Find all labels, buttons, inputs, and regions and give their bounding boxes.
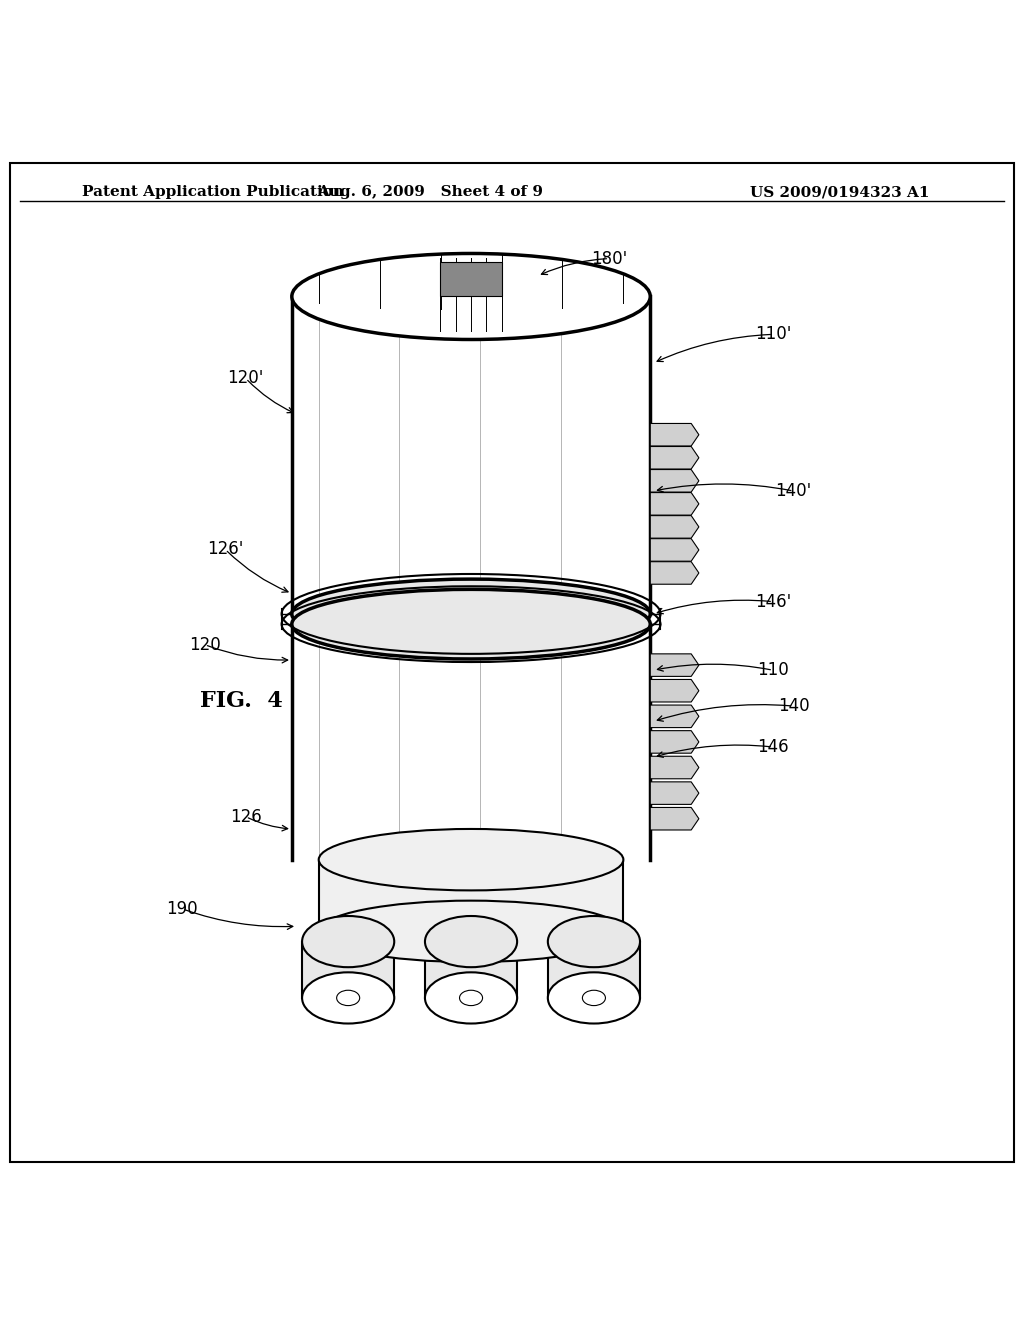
Text: 126': 126': [207, 540, 244, 558]
Ellipse shape: [292, 589, 650, 659]
Text: Patent Application Publication: Patent Application Publication: [82, 185, 344, 199]
Polygon shape: [650, 424, 698, 446]
Ellipse shape: [337, 990, 359, 1006]
Polygon shape: [650, 492, 698, 515]
Polygon shape: [650, 705, 698, 727]
Polygon shape: [650, 446, 698, 469]
Text: 140': 140': [775, 482, 812, 500]
Text: 180': 180': [591, 249, 628, 268]
Ellipse shape: [460, 990, 482, 1006]
Text: Aug. 6, 2009   Sheet 4 of 9: Aug. 6, 2009 Sheet 4 of 9: [317, 185, 543, 199]
Polygon shape: [425, 941, 517, 998]
Polygon shape: [650, 516, 698, 539]
Ellipse shape: [302, 916, 394, 968]
Ellipse shape: [425, 916, 517, 968]
Polygon shape: [650, 653, 698, 676]
Polygon shape: [292, 297, 650, 614]
Polygon shape: [440, 263, 502, 297]
Text: 140: 140: [778, 697, 809, 715]
Text: 146: 146: [758, 738, 788, 756]
Ellipse shape: [425, 973, 517, 1023]
Text: 120: 120: [188, 636, 221, 653]
Polygon shape: [650, 539, 698, 561]
Ellipse shape: [583, 990, 605, 1006]
Polygon shape: [302, 941, 394, 998]
Polygon shape: [318, 859, 624, 932]
Polygon shape: [650, 470, 698, 492]
Ellipse shape: [292, 253, 650, 339]
Polygon shape: [650, 756, 698, 779]
Text: 126: 126: [229, 808, 262, 826]
Text: 110': 110': [755, 325, 792, 343]
Polygon shape: [650, 781, 698, 804]
Polygon shape: [650, 731, 698, 754]
Ellipse shape: [318, 829, 624, 891]
Polygon shape: [548, 941, 640, 998]
Text: FIG.  4: FIG. 4: [200, 690, 283, 711]
Ellipse shape: [548, 973, 640, 1023]
Text: 120': 120': [227, 370, 264, 387]
Text: US 2009/0194323 A1: US 2009/0194323 A1: [750, 185, 930, 199]
Ellipse shape: [292, 579, 650, 648]
Text: 146': 146': [755, 593, 792, 611]
Ellipse shape: [318, 900, 624, 962]
Polygon shape: [650, 808, 698, 830]
Polygon shape: [650, 562, 698, 585]
Text: 190: 190: [167, 900, 198, 917]
Ellipse shape: [302, 973, 394, 1023]
Ellipse shape: [548, 916, 640, 968]
Polygon shape: [650, 680, 698, 702]
Polygon shape: [292, 624, 650, 859]
Text: 110: 110: [757, 661, 790, 680]
